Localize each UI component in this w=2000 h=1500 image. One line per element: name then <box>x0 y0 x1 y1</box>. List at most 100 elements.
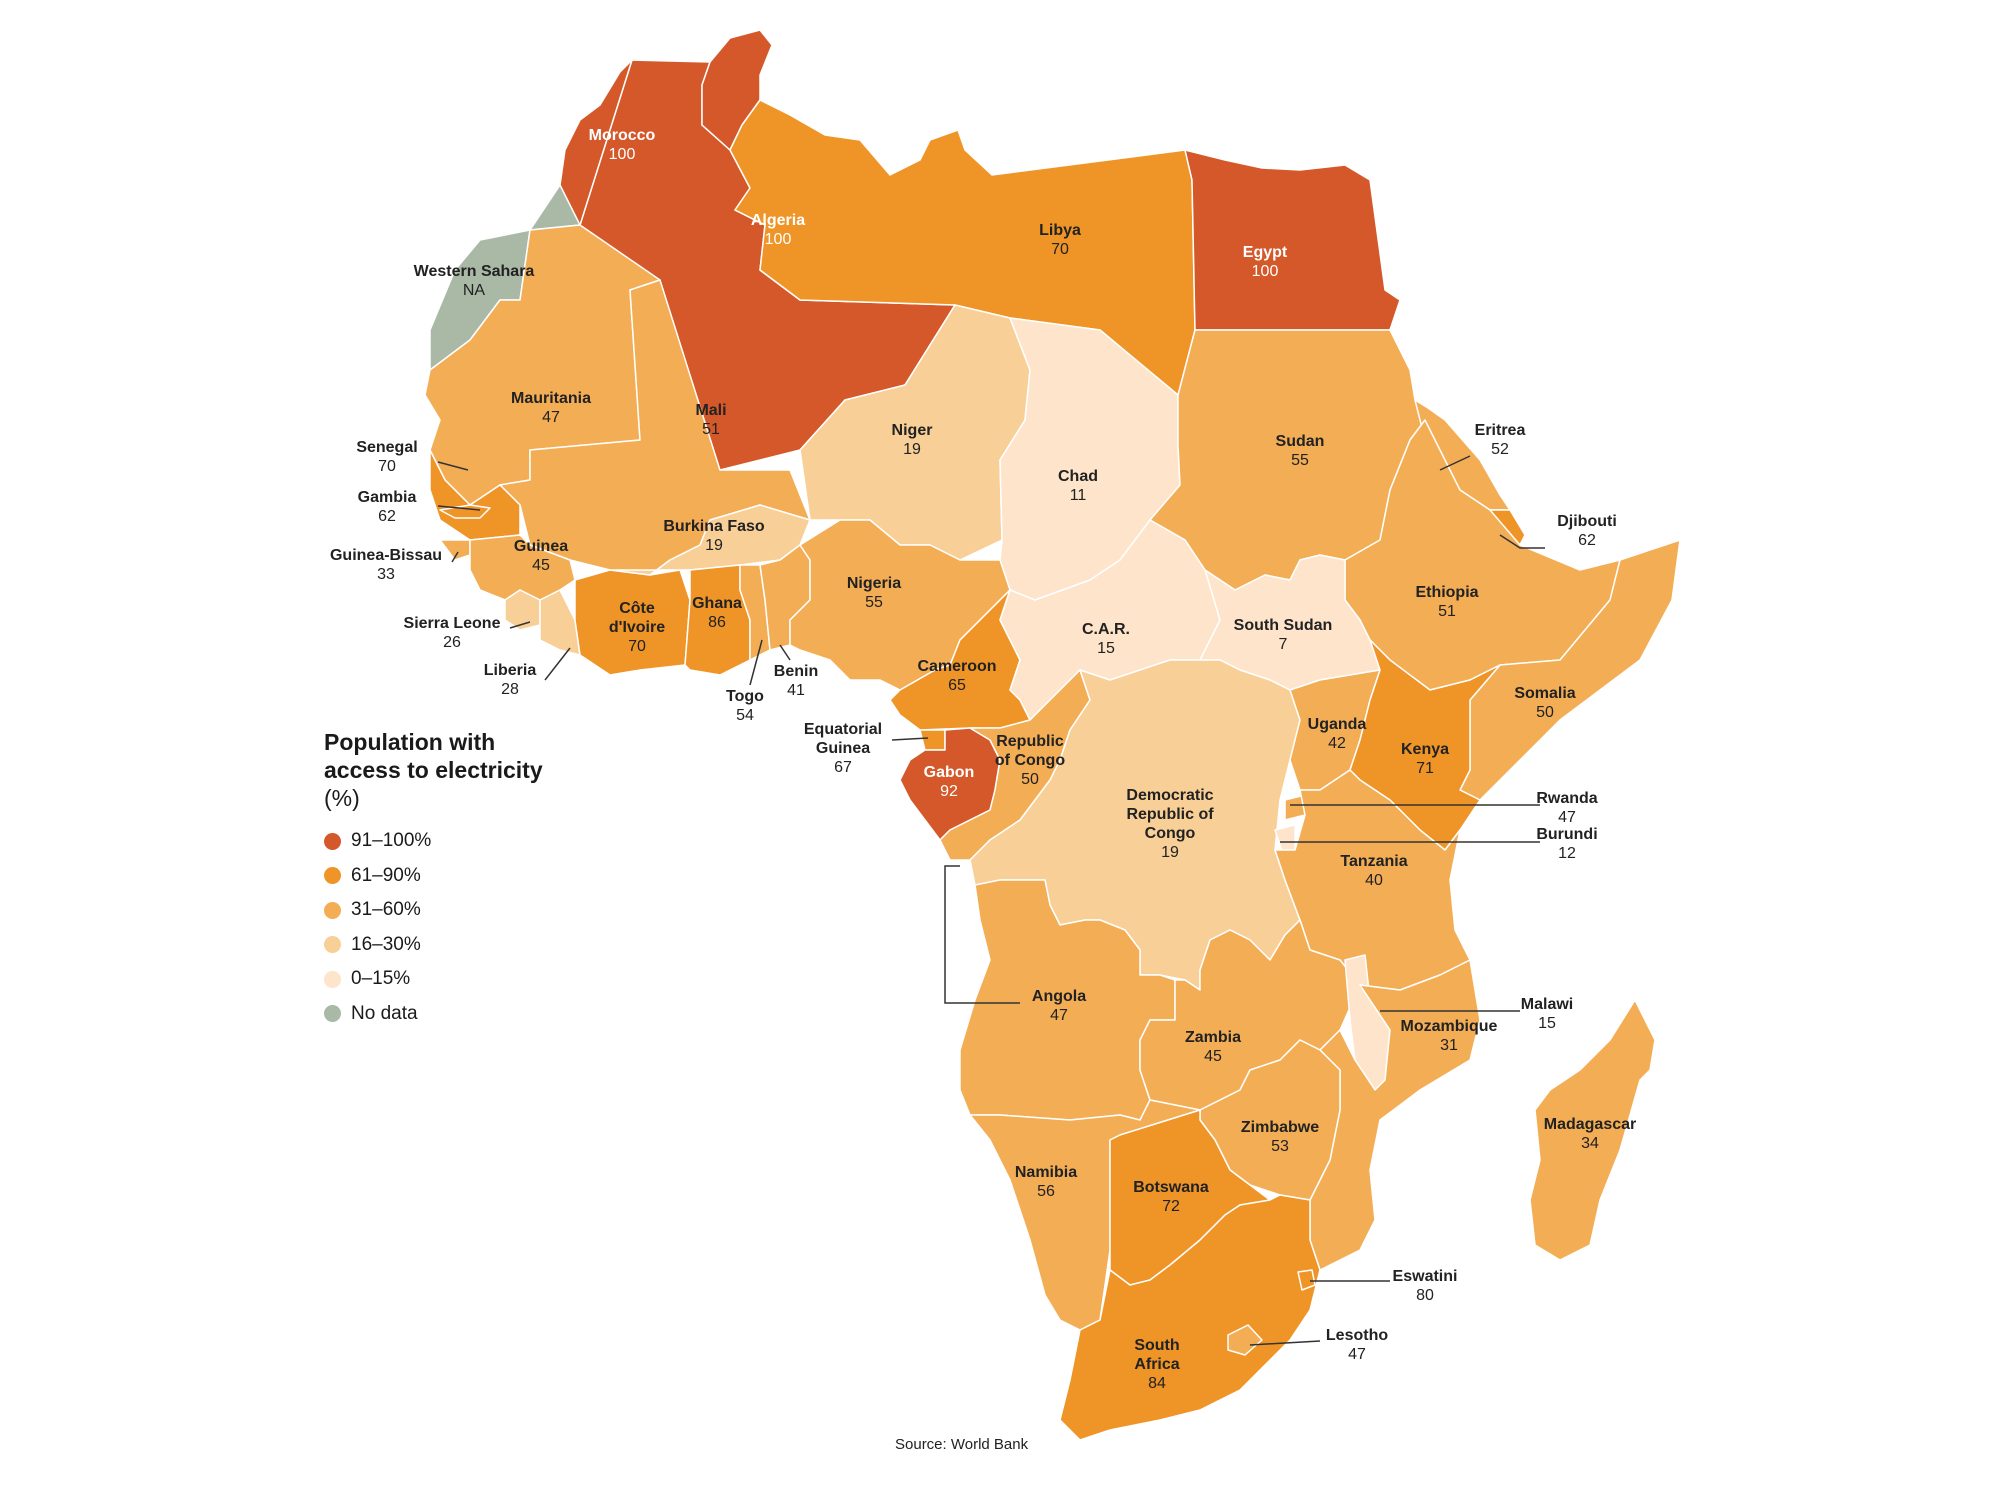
country-value: 47 <box>1050 1007 1068 1024</box>
label-sudan: Sudan 55 <box>1276 433 1325 469</box>
source-note: Source: World Bank <box>895 1436 1029 1453</box>
label-guinea: Guinea 45 <box>514 538 568 574</box>
legend-item: 61–90% <box>324 859 544 894</box>
label-rwanda: Rwanda 47 <box>1536 790 1597 826</box>
label-mali: Mali 51 <box>695 402 726 438</box>
country-value: 12 <box>1558 845 1576 862</box>
country-name: Zimbabwe <box>1241 1119 1319 1136</box>
country-name: Republic <box>996 733 1064 750</box>
label-ethiopia: Ethiopia 51 <box>1415 584 1478 620</box>
label-malawi: Malawi 15 <box>1521 996 1573 1032</box>
country-name: Liberia <box>484 662 537 679</box>
label-democratic-republic-of-congo: Democratic Republic of Congo 19 <box>1126 787 1214 861</box>
leader-line <box>1499 534 1545 549</box>
legend: Population with access to electricity (%… <box>324 728 544 1031</box>
country-egypt <box>1184 149 1401 331</box>
country-name: of Congo <box>995 752 1065 769</box>
country-value: 84 <box>1148 1375 1166 1392</box>
legend-swatch <box>324 970 341 988</box>
country-value: 100 <box>902 128 929 145</box>
country-name: Guinea <box>816 740 870 757</box>
country-value: 47 <box>542 409 560 426</box>
label-morocco: Morocco 100 <box>589 127 656 163</box>
country-name: Ethiopia <box>1415 584 1478 601</box>
country-name: Zambia <box>1185 1029 1241 1046</box>
country-value: 55 <box>865 594 883 611</box>
country-value: 31 <box>1440 1037 1458 1054</box>
country-value: 86 <box>708 614 726 631</box>
country-name: Malawi <box>1521 996 1573 1013</box>
country-value: 34 <box>1581 1135 1599 1152</box>
country-name: Republic of <box>1126 806 1214 823</box>
label-c-a-r: C.A.R. 15 <box>1082 621 1130 657</box>
country-name: Eswatini <box>1393 1268 1458 1285</box>
label-republic-of-congo: Republic of Congo 50 <box>995 733 1065 788</box>
country-name: Algeria <box>751 212 805 229</box>
country-name: Botswana <box>1133 1179 1209 1196</box>
leader-line <box>944 865 1020 1004</box>
label-uganda: Uganda 42 <box>1308 716 1367 752</box>
country-name: Gabon <box>924 764 975 781</box>
country-equatorial-guinea <box>919 729 946 751</box>
label-algeria: Algeria 100 <box>751 212 805 248</box>
country-name: Togo <box>726 688 764 705</box>
country-value: 100 <box>1252 263 1279 280</box>
country-name: Sudan <box>1276 433 1325 450</box>
leader-lines <box>437 455 1545 1346</box>
country-value: 19 <box>1161 844 1179 861</box>
leader-line <box>779 644 791 661</box>
country-name: Madagascar <box>1544 1116 1637 1133</box>
country-value: 26 <box>443 634 461 651</box>
country-shapes <box>424 29 1681 1441</box>
country-name: Egypt <box>1243 244 1288 261</box>
leader-line <box>451 551 459 563</box>
label-nigeria: Nigeria 55 <box>847 575 901 611</box>
country-value: 42 <box>1328 735 1346 752</box>
legend-unit: (%) <box>324 785 360 811</box>
country-value: 70 <box>378 458 396 475</box>
country-name: Gambia <box>358 489 417 506</box>
country-value: 52 <box>1491 441 1509 458</box>
country-name: Uganda <box>1308 716 1367 733</box>
legend-item: 0–15% <box>324 962 544 997</box>
country-value: 70 <box>628 638 646 655</box>
label-angola: Angola 47 <box>1032 988 1086 1024</box>
legend-swatch <box>324 936 341 954</box>
country-djibouti <box>1489 509 1526 546</box>
country-name: Cameroon <box>917 658 996 675</box>
leader-line <box>891 737 929 741</box>
label-cameroon: Cameroon 65 <box>917 658 996 694</box>
country-name: C.A.R. <box>1082 621 1130 638</box>
country-name: Western Sahara <box>414 263 535 280</box>
label-zimbabwe: Zimbabwe 53 <box>1241 1119 1319 1155</box>
country-value: 70 <box>1051 241 1069 258</box>
country-name: Burundi <box>1536 826 1597 843</box>
label-madagascar: Madagascar 34 <box>1544 1116 1637 1152</box>
country-name: Congo <box>1145 825 1196 842</box>
country-name: Mauritania <box>511 390 591 407</box>
country-value: 45 <box>1204 1048 1222 1065</box>
country-value: 15 <box>1538 1015 1556 1032</box>
label-kenya: Kenya 71 <box>1401 741 1449 777</box>
legend-swatch <box>324 901 341 919</box>
label-burkina-faso: Burkina Faso 19 <box>663 518 765 554</box>
label-equatorial-guinea: Equatorial Guinea 67 <box>804 721 882 776</box>
label-eswatini: Eswatini 80 <box>1393 1268 1458 1304</box>
country-value: 41 <box>787 682 805 699</box>
label-western-sahara: Western Sahara NA <box>414 263 535 299</box>
leader-line <box>749 639 763 686</box>
country-name: Namibia <box>1015 1164 1077 1181</box>
legend-label: 31–60% <box>351 899 421 921</box>
country-value: 100 <box>765 231 792 248</box>
country-value: 51 <box>1438 603 1456 620</box>
country-value: 33 <box>377 566 395 583</box>
country-value: 11 <box>1070 487 1087 504</box>
label-guinea-bissau: Guinea-Bissau 33 <box>330 547 442 583</box>
label-eritrea: Eritrea 52 <box>1475 422 1526 458</box>
country-name: Nigeria <box>847 575 901 592</box>
label-lesotho: Lesotho 47 <box>1326 1327 1388 1363</box>
country-value: 51 <box>702 421 720 438</box>
country-name: Benin <box>774 663 818 680</box>
country-gambia <box>439 504 491 519</box>
